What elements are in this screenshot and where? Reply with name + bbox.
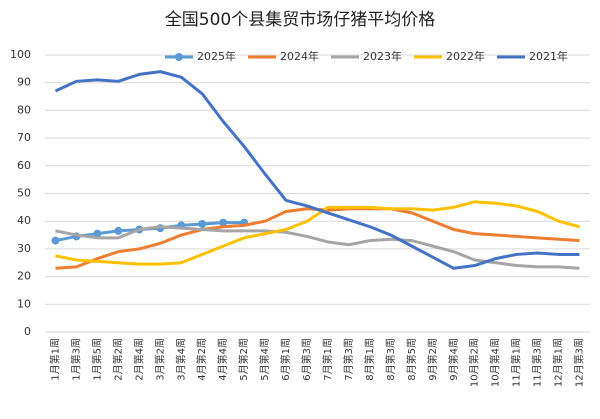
point-marker [219,218,228,227]
series-line [54,70,580,270]
x-tick-label: 5月第2周 [237,338,250,381]
y-tick-label: 90 [17,76,31,89]
x-tick-label: 1月第5周 [90,338,103,381]
x-tick-label: 8月第5周 [405,338,418,381]
x-tick-label: 2月第2周 [111,338,124,381]
x-tick-label: 6月第3周 [300,338,313,381]
x-tick-label: 8月第3周 [384,338,397,381]
legend-label: 2025年 [197,49,236,63]
x-tick-label: 12月第3周 [573,338,586,387]
point-marker [198,219,207,228]
x-tick-label: 2月第4周 [132,338,145,381]
y-tick-label: 80 [17,103,31,116]
legend-label: 2021年 [529,49,568,63]
x-tick-label: 9月第2周 [426,338,439,381]
x-tick-label: 7月第3周 [342,338,355,381]
y-tick-label: 40 [17,214,31,227]
y-tick-label: 10 [17,297,31,310]
series-line [55,225,580,270]
y-tick-label: 50 [17,187,31,200]
x-tick-label: 10月第2周 [468,338,481,387]
legend-label: 2022年 [446,49,485,63]
series-line [55,200,580,266]
chart-title: 全国500个县集贸市场仔猪平均价格 [165,10,435,30]
x-tick-label: 10月第4周 [489,338,502,387]
legend-marker [175,53,183,61]
x-tick-label: 6月第1周 [279,338,292,381]
y-tick-label: 30 [17,242,31,255]
x-tick-label: 11月第3周 [531,338,544,387]
x-tick-label: 3月第2周 [153,338,166,381]
x-tick-label: 5月第4周 [258,338,271,381]
y-tick-label: 70 [17,131,31,144]
x-tick-label: 1月第3周 [69,338,82,381]
point-marker [114,226,123,235]
x-tick-label: 4月第2周 [195,338,208,381]
x-tick-label: 11月第1周 [510,338,523,387]
point-marker [93,229,102,238]
x-tick-label: 4月第4周 [216,338,229,381]
legend-label: 2023年 [363,49,402,63]
x-tick-label: 7月第1周 [321,338,334,381]
x-tick-label: 3月第4周 [174,338,187,381]
legend-label: 2024年 [280,49,319,63]
x-tick-label: 9月第4周 [447,338,460,381]
x-tick-label: 1月第1周 [48,338,61,381]
x-tick-label: 12月第1周 [552,338,565,387]
y-tick-label: 60 [17,159,31,172]
y-tick-label: 20 [17,270,31,283]
x-tick-label: 8月第1周 [363,338,376,381]
point-marker [51,236,60,245]
y-tick-label: 0 [24,325,31,338]
y-tick-label: 100 [10,48,31,61]
